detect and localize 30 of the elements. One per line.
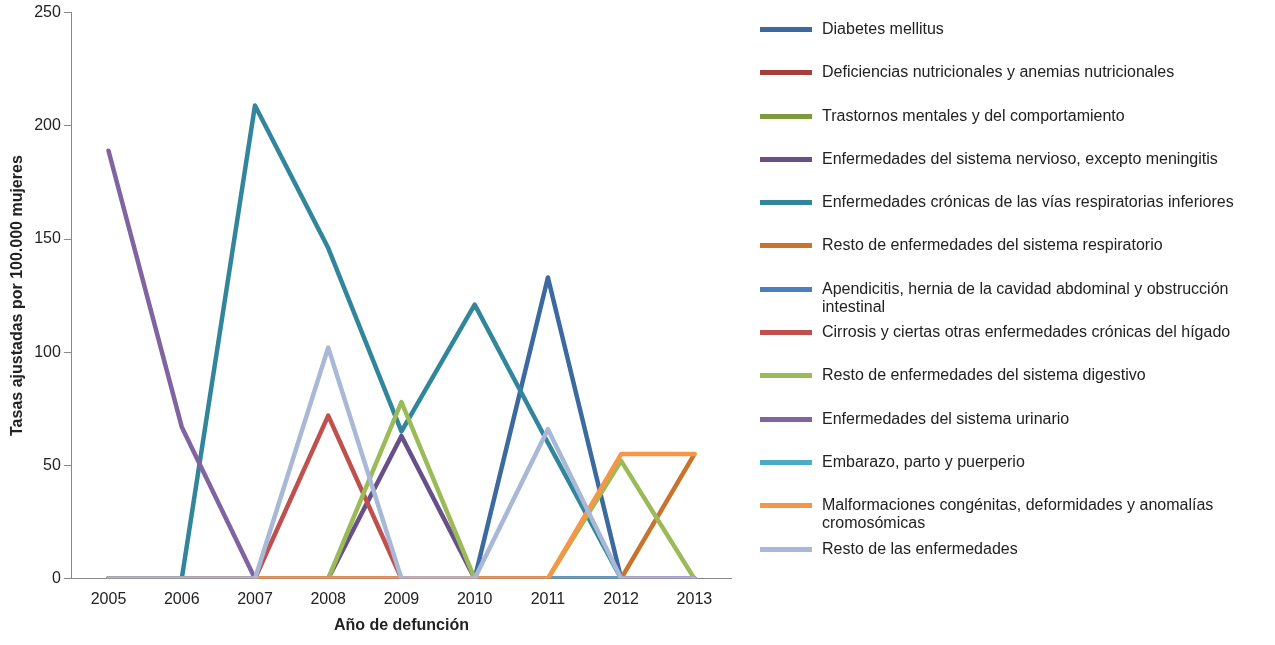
- legend-label: Cirrosis y ciertas otras enfermedades crónicas del hígado: [822, 323, 1231, 342]
- legend-label: Enfermedades crónicas de las vías respiratorias inferiores: [822, 193, 1234, 212]
- legend-label: Apendicitis, hernia de la cavidad abdominal y obstrucción intestinal: [822, 279, 1230, 316]
- y-tick-label: 250: [34, 3, 61, 21]
- legend-label: Resto de las enfermedades: [822, 539, 1018, 558]
- x-tick-label: 2008: [310, 589, 347, 607]
- legend-label: Enfermedades del sistema nervioso, excepto meningitis: [822, 149, 1218, 168]
- y-tick-label: 200: [34, 116, 61, 134]
- legend-label: Resto de enfermedades del sistema respiratorio: [822, 236, 1163, 255]
- legend-label: Malformaciones congénitas, deformidades y anomalías cromosómicas: [822, 496, 1215, 533]
- y-tick-label: 150: [34, 229, 61, 247]
- x-tick-label: 2006: [163, 589, 200, 607]
- y-tick-label: 100: [34, 342, 61, 360]
- y-tick-label: 50: [43, 455, 61, 473]
- y-tick-label: 0: [51, 569, 61, 587]
- x-tick-label: 2013: [676, 589, 713, 607]
- legend-label: Deficiencias nutricionales y anemias nutricionales: [822, 63, 1175, 82]
- x-tick-label: 2005: [90, 589, 127, 607]
- y-axis-title: Tasas ajustadas por 100.000 mujeres: [8, 155, 26, 436]
- x-tick-label: 2012: [603, 589, 640, 607]
- x-tick-label: 2009: [383, 589, 420, 607]
- x-axis-title: Año de defunción: [333, 615, 469, 633]
- x-tick-label: 2010: [456, 589, 493, 607]
- legend-label: Resto de enfermedades del sistema digestivo: [822, 366, 1146, 385]
- legend-label: Trastornos mentales y del comportamiento: [822, 106, 1125, 125]
- legend-label: Embarazo, parto y puerperio: [822, 452, 1025, 471]
- legend-label: Diabetes mellitus: [822, 20, 944, 38]
- x-tick-label: 2007: [237, 589, 273, 607]
- x-tick-label: 2011: [530, 589, 566, 607]
- legend-label: Enfermedades del sistema urinario: [822, 409, 1070, 428]
